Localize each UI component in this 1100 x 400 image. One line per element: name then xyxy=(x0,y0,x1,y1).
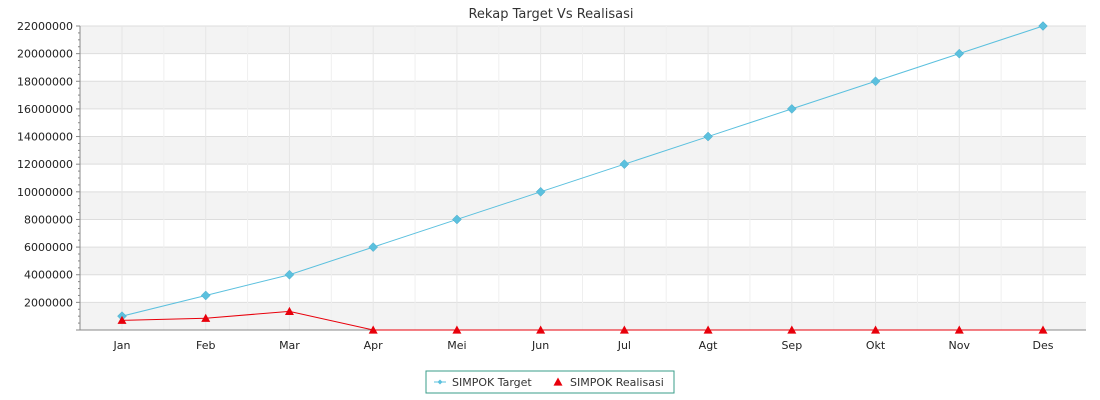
data-point[interactable] xyxy=(787,325,797,334)
data-point[interactable] xyxy=(452,325,462,334)
data-point[interactable] xyxy=(703,325,713,334)
data-point[interactable] xyxy=(619,159,630,170)
x-tick-label: Mei xyxy=(447,339,466,352)
x-tick-label: Apr xyxy=(364,339,384,352)
y-tick-label: 18000000 xyxy=(17,75,73,88)
data-point[interactable] xyxy=(284,306,294,315)
legend-label: SIMPOK Target xyxy=(452,376,532,389)
series-line xyxy=(121,310,1043,331)
chart-title: Rekap Target Vs Realisasi xyxy=(468,7,633,22)
data-point[interactable] xyxy=(954,325,964,334)
x-tick-label: Des xyxy=(1033,339,1054,352)
data-point[interactable] xyxy=(1038,325,1048,334)
x-tick-label: Nov xyxy=(949,339,971,352)
x-tick-label: Okt xyxy=(866,339,886,352)
data-point[interactable] xyxy=(786,104,797,114)
data-point[interactable] xyxy=(368,325,378,334)
series-group xyxy=(117,21,1048,334)
legend-box xyxy=(425,370,675,394)
legend[interactable]: SIMPOK Target SIMPOK Realisasi xyxy=(425,370,675,394)
data-point[interactable] xyxy=(535,186,546,197)
legend-marker xyxy=(437,379,443,385)
data-point[interactable] xyxy=(870,76,881,87)
y-axis-ticks: 2000000 4000000 6000000 8000000 10000000 1200… xyxy=(17,20,73,309)
data-point[interactable] xyxy=(954,48,965,59)
x-tick-label: Feb xyxy=(196,339,215,352)
y-tick-label: 22000000 xyxy=(17,20,73,33)
data-point[interactable] xyxy=(284,269,295,280)
data-point[interactable] xyxy=(200,290,211,301)
y-tick-label: 16000000 xyxy=(17,103,73,116)
legend-label: SIMPOK Realisasi xyxy=(570,376,664,389)
x-tick-label: Jul xyxy=(617,339,631,352)
x-tick-label: Sep xyxy=(781,339,802,352)
data-point[interactable] xyxy=(368,242,379,252)
data-point[interactable] xyxy=(619,325,629,334)
y-tick-label: 2000000 xyxy=(24,296,73,309)
x-axis-ticks: Jan Feb Mar Apr Mei Jun Jul Agt Sep Okt Nov Des xyxy=(113,339,1054,352)
y-tick-label: 12000000 xyxy=(17,158,73,171)
grid-lines xyxy=(80,25,1086,330)
x-tick-label: Agt xyxy=(699,339,719,352)
data-point[interactable] xyxy=(536,325,546,334)
data-point[interactable] xyxy=(201,313,211,322)
x-tick-label: Jun xyxy=(531,339,549,352)
y-tick-label: 10000000 xyxy=(17,186,73,199)
legend-item-target[interactable]: SIMPOK Target xyxy=(434,376,532,389)
y-tick-label: 8000000 xyxy=(24,213,73,226)
data-point[interactable] xyxy=(1038,21,1048,31)
legend-item-realisasi[interactable]: SIMPOK Realisasi xyxy=(553,376,664,389)
y-tick-label: 4000000 xyxy=(24,269,73,282)
data-point[interactable] xyxy=(117,315,127,324)
legend-marker xyxy=(553,377,563,386)
series-realisasi xyxy=(117,306,1048,334)
data-point[interactable] xyxy=(703,131,713,142)
series-target xyxy=(117,21,1048,322)
data-point[interactable] xyxy=(452,214,462,225)
x-tick-label: Jan xyxy=(113,339,131,352)
y-tick-label: 6000000 xyxy=(24,241,73,254)
y-tick-label: 20000000 xyxy=(17,48,73,61)
y-tick-label: 14000000 xyxy=(17,131,73,144)
x-tick-label: Mar xyxy=(279,339,300,352)
series-line xyxy=(121,25,1044,317)
data-point[interactable] xyxy=(871,325,881,334)
